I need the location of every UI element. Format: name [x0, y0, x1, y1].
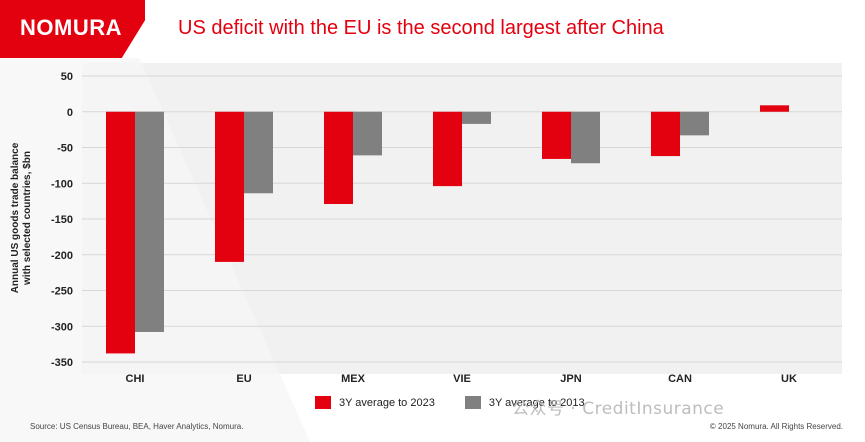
bar-jpn-series2 — [571, 111, 600, 164]
chart-title: US deficit with the EU is the second lar… — [178, 17, 664, 39]
copyright-note: © 2025 Nomura. All Rights Reserved. — [709, 422, 843, 431]
bar-jpn-series1 — [542, 111, 571, 159]
legend-swatch-2023 — [315, 396, 331, 409]
bar-can-series1 — [651, 111, 680, 157]
x-tick-label: VIE — [453, 373, 471, 385]
y-tick-label: -200 — [51, 250, 73, 262]
y-tick-label: -350 — [51, 357, 73, 369]
bar-vie-series2 — [462, 111, 491, 124]
bar-chi-series1 — [106, 111, 135, 354]
bar-vie-series1 — [433, 111, 462, 187]
legend: 3Y average to 2023 3Y average to 2013 — [315, 396, 585, 409]
x-tick-label: UK — [781, 373, 797, 385]
bar-mex-series1 — [324, 111, 353, 204]
legend-item-2013: 3Y average to 2013 — [464, 396, 585, 409]
source-note: Source: US Census Bureau, BEA, Haver Ana… — [30, 422, 244, 431]
bar-eu-series2 — [244, 111, 273, 194]
bar-mex-series2 — [353, 111, 382, 156]
y-tick-label: -50 — [57, 143, 73, 155]
x-tick-label: JPN — [560, 373, 581, 385]
bar-can-series2 — [680, 111, 709, 136]
bar-uk-series1 — [760, 105, 789, 112]
nomura-logo: NOMURA — [20, 15, 122, 40]
y-axis-label: Annual US goods trade balance with selec… — [10, 142, 33, 294]
y-tick-label: -100 — [51, 178, 73, 190]
bar-chi-series2 — [135, 111, 164, 332]
y-tick-label: 0 — [67, 107, 73, 119]
x-tick-label: MEX — [341, 373, 366, 385]
y-tick-label: -250 — [51, 286, 73, 298]
x-tick-label: CHI — [126, 373, 145, 385]
x-tick-label: CAN — [668, 373, 692, 385]
watermark-text: 公众号 · CreditInsurance — [512, 399, 725, 419]
legend-swatch-2013 — [464, 396, 481, 409]
legend-item-2023: 3Y average to 2023 — [315, 396, 435, 409]
y-tick-label: -150 — [51, 214, 73, 226]
legend-label-2013: 3Y average to 2013 — [488, 396, 585, 409]
logo-banner — [0, 0, 145, 58]
y-tick-label: 50 — [61, 71, 73, 83]
bar-eu-series1 — [215, 111, 244, 262]
x-tick-label: EU — [236, 373, 251, 385]
y-tick-label: -300 — [51, 321, 73, 333]
legend-label-2023: 3Y average to 2023 — [339, 396, 435, 409]
